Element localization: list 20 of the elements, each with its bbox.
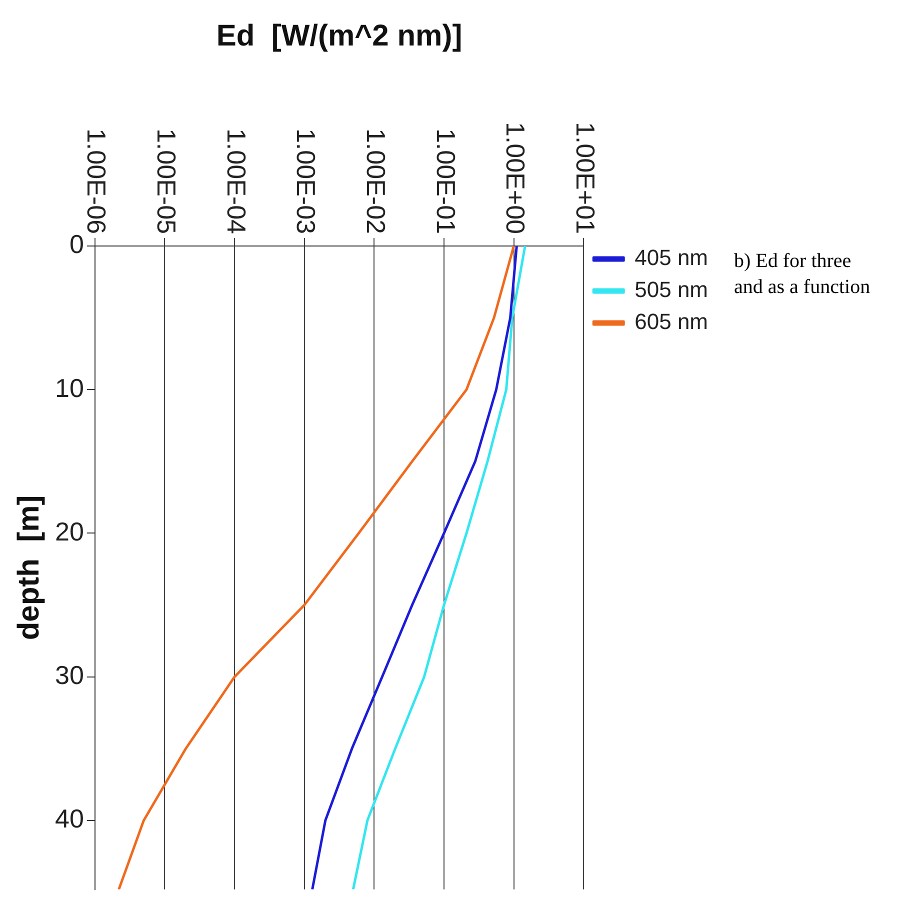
x-tick-label: 1.00E-04 [221,128,252,234]
x-tick-label: 1.00E-06 [82,128,112,234]
y-tick-label: 40 [55,804,84,834]
legend-label: 505 nm [634,277,708,302]
x-tick-label: 1.00E-03 [291,128,322,234]
y-tick-label: 0 [69,229,84,260]
text: and as a function [734,275,872,300]
y-tick-label: 20 [55,516,84,546]
x-tick-label: 1.00E-01 [430,128,461,234]
legend-label: 605 nm [634,309,708,334]
x-axis-title: Ed [W/(m^2 nm)] [216,19,462,52]
x-tick-label: 1.00E+01 [570,122,600,234]
x-tick-label: 1.00E-05 [152,128,182,234]
y-axis-title: depth [m] [12,495,46,640]
y-tick-label: 10 [55,372,84,403]
text: b) Ed for three [734,249,852,274]
legend-label: 405 nm [634,245,708,270]
x-tick-label: 1.00E+00 [500,122,531,234]
x-tick-label: 1.00E-02 [361,128,392,234]
y-tick-label: 30 [55,660,84,690]
